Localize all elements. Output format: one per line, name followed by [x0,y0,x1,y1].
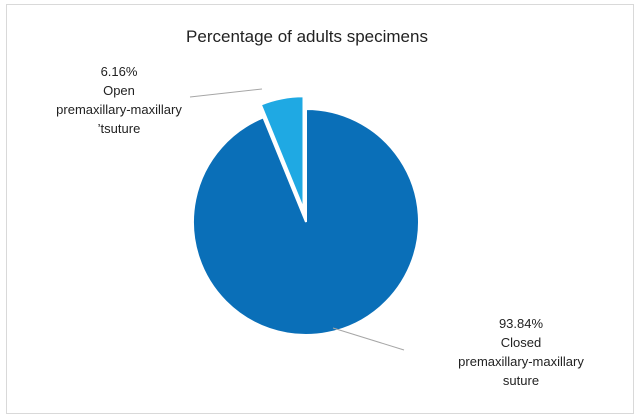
data-label-line: premaxillary-maxillary [458,354,584,369]
leader-line-2 [189,88,263,98]
slices-layer [192,95,420,336]
data-label-2: 6.16% Open premaxillary-maxillary ’tsuture [56,64,182,136]
data-label-line: premaxillary-maxillary [56,102,182,117]
data-label-line: Open [103,83,135,98]
data-label-line: Closed [501,335,541,350]
data-label-value: 93.84% [499,316,544,331]
pie-slice-1 [192,107,420,336]
data-label-line: suture [503,373,539,388]
pie-slice-2 [259,95,305,210]
data-label-1: 93.84% Closed premaxillary-maxillary suture [458,316,584,388]
leader-lines-layer [189,88,405,351]
data-label-value: 6.16% [101,64,138,79]
data-labels-layer: 93.84% Closed premaxillary-maxillary suture… [56,64,584,388]
leader-line-1 [332,327,405,351]
chart-title: Percentage of adults specimens [186,27,428,46]
data-label-line: ’tsuture [98,121,141,136]
